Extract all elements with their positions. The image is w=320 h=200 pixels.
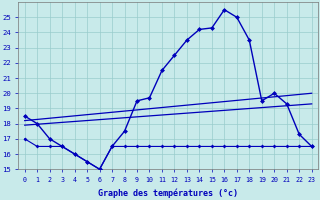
X-axis label: Graphe des températures (°c): Graphe des températures (°c) <box>98 188 238 198</box>
